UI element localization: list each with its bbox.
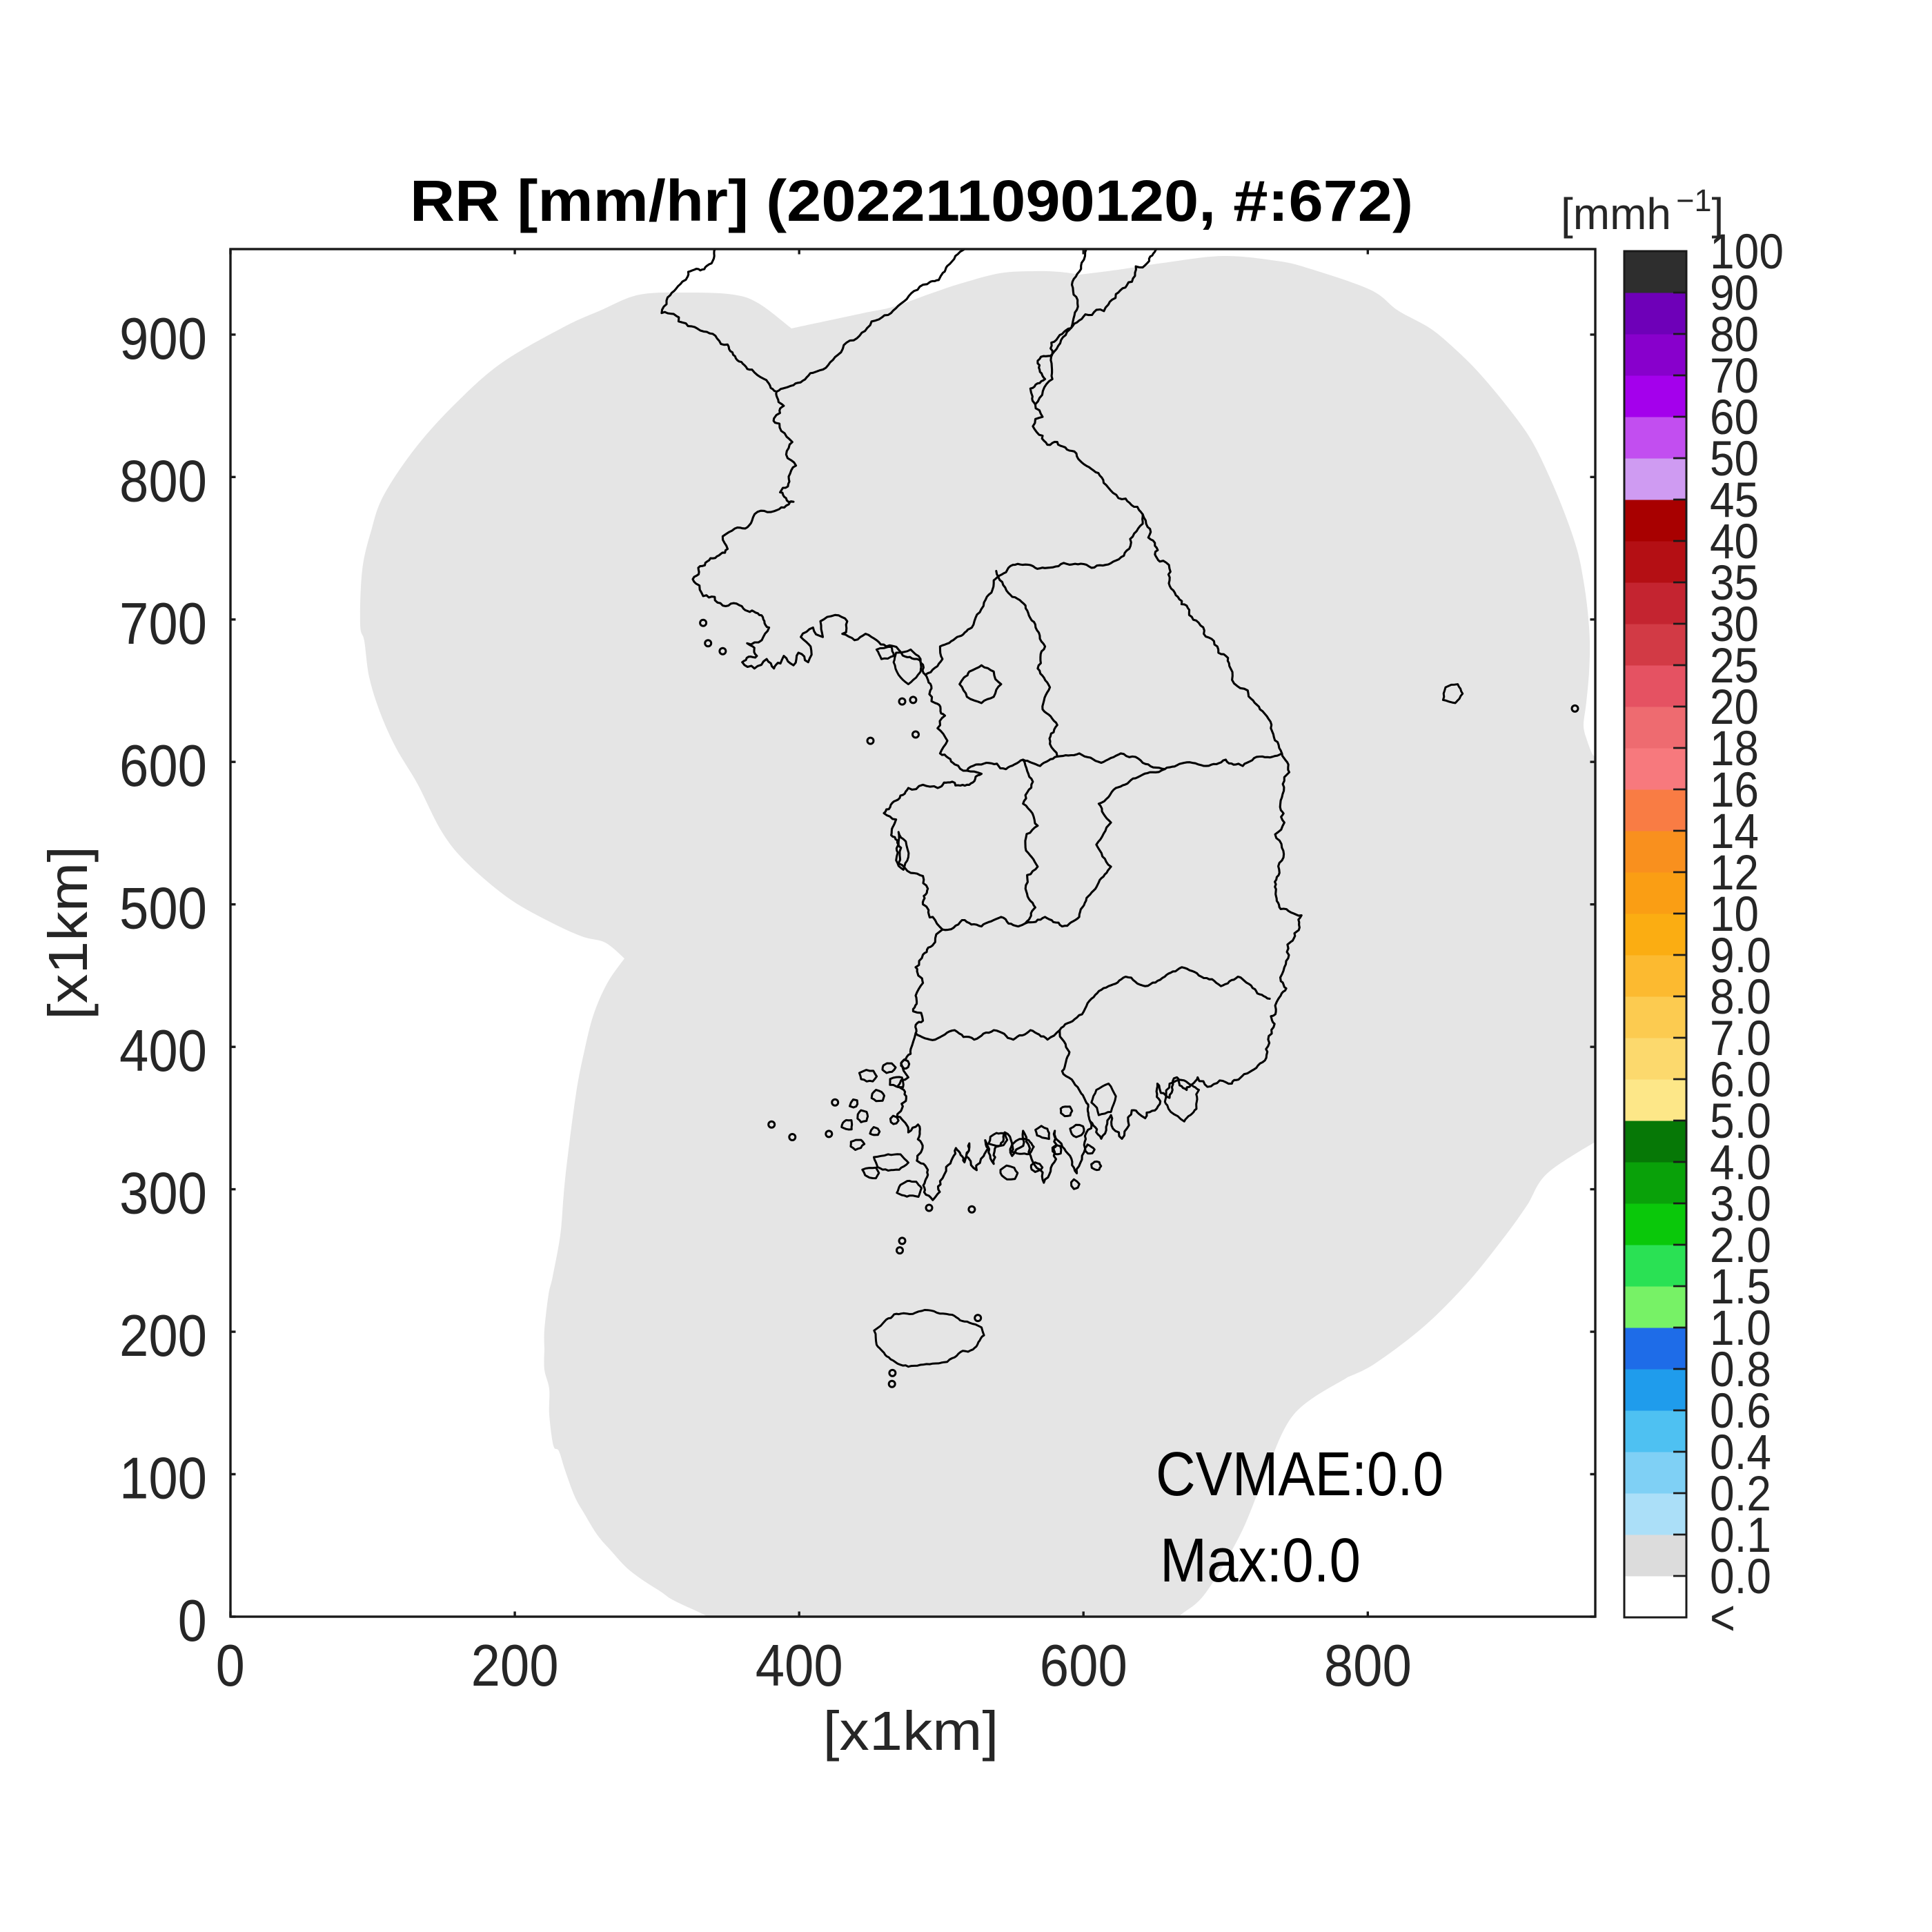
svg-text:0.0: 0.0 bbox=[1710, 1550, 1771, 1604]
svg-text:80: 80 bbox=[1710, 308, 1759, 362]
svg-text:<: < bbox=[1710, 1591, 1735, 1646]
svg-text:0: 0 bbox=[178, 1588, 207, 1654]
svg-text:0.4: 0.4 bbox=[1710, 1426, 1771, 1480]
svg-text:0.1: 0.1 bbox=[1710, 1508, 1771, 1563]
svg-text:]: ] bbox=[1712, 189, 1724, 239]
svg-text:0.2: 0.2 bbox=[1710, 1467, 1771, 1521]
svg-text:800: 800 bbox=[1324, 1633, 1412, 1699]
svg-text:400: 400 bbox=[756, 1633, 843, 1699]
svg-text:400: 400 bbox=[119, 1018, 207, 1084]
svg-text:RR [mm/hr] (202211090120, #:67: RR [mm/hr] (202211090120, #:672) bbox=[410, 168, 1413, 233]
svg-text:9.0: 9.0 bbox=[1710, 929, 1771, 983]
svg-text:1.0: 1.0 bbox=[1710, 1301, 1771, 1356]
svg-text:20: 20 bbox=[1710, 680, 1759, 735]
svg-text:0.8: 0.8 bbox=[1710, 1343, 1771, 1397]
svg-text:70: 70 bbox=[1710, 349, 1759, 404]
svg-text:800: 800 bbox=[119, 448, 207, 514]
svg-text:Max:0.0: Max:0.0 bbox=[1160, 1526, 1361, 1595]
svg-text:14: 14 bbox=[1710, 805, 1759, 859]
svg-text:200: 200 bbox=[471, 1633, 559, 1699]
svg-text:18: 18 bbox=[1710, 722, 1759, 776]
svg-text:4.0: 4.0 bbox=[1710, 1136, 1771, 1190]
svg-text:0: 0 bbox=[216, 1633, 245, 1699]
svg-text:40: 40 bbox=[1710, 515, 1759, 569]
svg-text:25: 25 bbox=[1710, 639, 1759, 693]
svg-text:50: 50 bbox=[1710, 432, 1759, 486]
svg-text:300: 300 bbox=[119, 1161, 207, 1227]
svg-text:100: 100 bbox=[1710, 225, 1784, 279]
svg-text:35: 35 bbox=[1710, 556, 1759, 611]
svg-text:900: 900 bbox=[119, 306, 207, 372]
svg-text:6.0: 6.0 bbox=[1710, 1053, 1771, 1107]
svg-text:−1: −1 bbox=[1676, 183, 1711, 218]
svg-text:CVMAE:0.0: CVMAE:0.0 bbox=[1156, 1440, 1443, 1509]
svg-text:16: 16 bbox=[1710, 763, 1759, 818]
svg-text:3.0: 3.0 bbox=[1710, 1177, 1771, 1232]
svg-text:12: 12 bbox=[1710, 846, 1759, 900]
svg-text:600: 600 bbox=[1040, 1633, 1127, 1699]
svg-text:0.6: 0.6 bbox=[1710, 1384, 1771, 1439]
svg-text:[mmh: [mmh bbox=[1561, 189, 1671, 239]
svg-text:700: 700 bbox=[119, 591, 207, 657]
svg-text:10: 10 bbox=[1710, 887, 1759, 942]
svg-text:45: 45 bbox=[1710, 473, 1759, 528]
svg-text:60: 60 bbox=[1710, 391, 1759, 445]
svg-text:[x1km]: [x1km] bbox=[823, 1700, 999, 1762]
svg-text:1.5: 1.5 bbox=[1710, 1260, 1771, 1314]
svg-text:7.0: 7.0 bbox=[1710, 1012, 1771, 1066]
svg-text:2.0: 2.0 bbox=[1710, 1219, 1771, 1273]
svg-text:200: 200 bbox=[119, 1303, 207, 1369]
svg-text:90: 90 bbox=[1710, 266, 1759, 321]
svg-text:600: 600 bbox=[119, 733, 207, 799]
svg-text:30: 30 bbox=[1710, 598, 1759, 652]
svg-text:[x1km]: [x1km] bbox=[37, 846, 99, 1020]
svg-text:500: 500 bbox=[119, 876, 207, 942]
svg-text:8.0: 8.0 bbox=[1710, 970, 1771, 1025]
svg-text:100: 100 bbox=[119, 1446, 207, 1512]
svg-text:5.0: 5.0 bbox=[1710, 1094, 1771, 1149]
